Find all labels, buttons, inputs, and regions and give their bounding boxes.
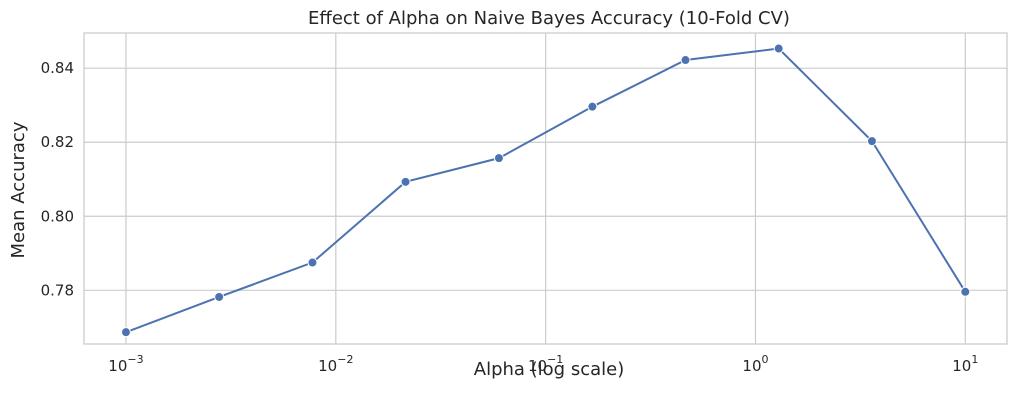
x-tick-base: 10 [108,357,127,375]
data-point [120,327,131,338]
y-axis-label: Mean Accuracy [8,121,29,258]
data-point [587,101,598,112]
x-tick-base: 10 [318,357,337,375]
x-tick-exponent: −1 [547,353,563,366]
x-tick-exponent: −2 [337,353,353,366]
x-tick-exponent: 0 [762,353,769,366]
x-tick-label: 100 [742,353,768,375]
x-axis-ticks: 10−3 10−2 10−1 100 101 [108,353,978,375]
data-point [680,55,691,66]
x-tick-exponent: 1 [971,353,978,366]
data-point [214,291,225,302]
data-point [493,153,504,164]
x-tick-label: 10−3 [108,353,143,375]
data-point [866,136,877,147]
series-layer [120,43,971,338]
x-tick-exponent: −3 [127,353,143,366]
x-tick-base: 10 [528,357,547,375]
y-tick-label: 0.78 [41,281,74,299]
data-point [960,286,971,297]
x-tick-label: 10−1 [528,353,563,375]
series-line [125,47,967,334]
y-axis-ticks: 0.78 0.80 0.82 0.84 [41,59,74,299]
y-tick-label: 0.80 [41,207,74,225]
data-point [307,257,318,268]
y-tick-label: 0.84 [41,59,74,77]
data-point [773,43,784,54]
data-point [400,176,411,187]
y-tick-label: 0.82 [41,133,74,151]
chart-title: Effect of Alpha on Naive Bayes Accuracy … [308,8,790,29]
x-tick-label: 101 [952,353,978,375]
x-axis-label: Alpha (log scale) [474,359,625,380]
x-tick-label: 10−2 [318,353,353,375]
x-tick-base: 10 [742,357,761,375]
x-tick-base: 10 [952,357,971,375]
plot-area [83,32,1008,345]
